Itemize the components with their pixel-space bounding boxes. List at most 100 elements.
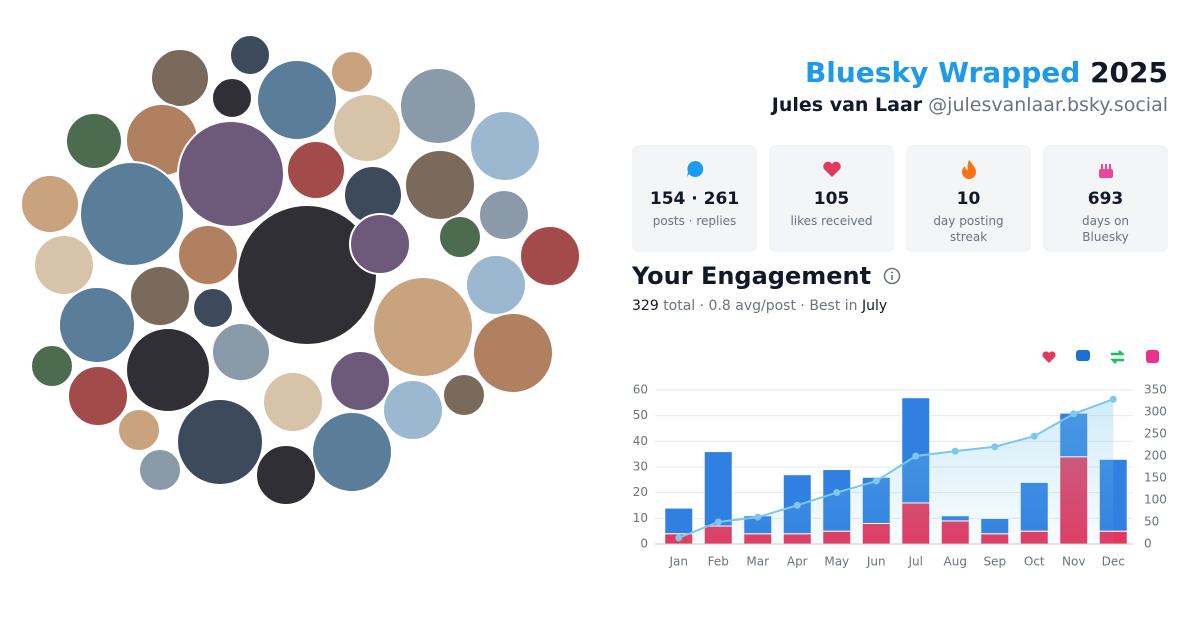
avatar[interactable] (125, 327, 211, 413)
line-point (1109, 395, 1117, 403)
avatar[interactable] (469, 110, 541, 182)
section-title: Your Engagement (632, 262, 901, 290)
avatar[interactable] (177, 224, 239, 286)
x-tick-label: Apr (787, 555, 808, 569)
x-tick-label: Feb (708, 555, 729, 569)
avatar[interactable] (30, 344, 74, 388)
line-point (675, 534, 683, 542)
line-point (833, 489, 841, 497)
y2-tick-label: 150 (1144, 471, 1167, 485)
line-point (872, 477, 880, 485)
user-handle: @julesvanlaar.bsky.social (928, 94, 1168, 116)
stat-card: 105 likes received (769, 145, 894, 252)
avatar[interactable] (438, 215, 482, 259)
stat-label: day posting streak (933, 214, 1004, 244)
y-tick-label: 20 (633, 485, 648, 499)
stat-card: 10 day posting streak (906, 145, 1031, 252)
avatar[interactable] (442, 373, 486, 417)
avatar[interactable] (332, 93, 402, 163)
avatar[interactable] (286, 140, 346, 200)
avatar[interactable] (472, 312, 554, 394)
x-tick-label: Aug (944, 555, 967, 569)
avatar[interactable] (33, 234, 95, 296)
y2-tick-label: 300 (1144, 405, 1167, 419)
avatar[interactable] (256, 59, 338, 141)
user: Jules van Laar @julesvanlaar.bsky.social (772, 94, 1168, 116)
avatar[interactable] (399, 67, 477, 145)
y-tick-label: 10 (633, 511, 648, 525)
stat-value: 693 (1087, 189, 1124, 209)
line-point (714, 518, 722, 526)
x-tick-label: Dec (1102, 555, 1125, 569)
avatar[interactable] (229, 34, 271, 76)
stat-card: 693 days on Bluesky (1043, 145, 1168, 252)
y-tick-label: 0 (640, 537, 648, 551)
stat-value: 105 (813, 189, 850, 209)
avatar[interactable] (20, 174, 80, 234)
y2-tick-label: 250 (1144, 427, 1167, 441)
line (678, 398, 1114, 539)
avatar[interactable] (519, 225, 581, 287)
avatar[interactable] (404, 149, 476, 221)
y2-tick-label: 50 (1144, 515, 1159, 529)
avatar[interactable] (211, 322, 271, 382)
avatar[interactable] (330, 50, 374, 94)
stat-label: days on Bluesky (1081, 214, 1130, 244)
y-tick-label: 50 (633, 408, 648, 422)
stat-icon (686, 160, 703, 177)
y2-tick-label: 100 (1144, 493, 1167, 507)
brand: Bluesky Wrapped (804, 56, 1081, 89)
info-icon[interactable] (883, 267, 901, 285)
avatar[interactable] (176, 398, 264, 486)
x-tick-label: Nov (1062, 555, 1085, 569)
avatar[interactable] (478, 189, 530, 241)
avatar[interactable] (177, 120, 285, 228)
avatar[interactable] (192, 287, 234, 329)
avatar[interactable] (465, 254, 527, 316)
avatar[interactable] (67, 365, 129, 427)
avatar[interactable] (311, 411, 393, 493)
avatar[interactable] (329, 350, 391, 412)
avatar[interactable] (79, 161, 185, 267)
y2-tick-label: 350 (1144, 383, 1167, 397)
line-point (912, 452, 920, 460)
x-tick-label: Oct (1024, 555, 1045, 569)
title: Bluesky Wrapped 2025 (805, 56, 1168, 89)
stat-icon (961, 160, 976, 179)
stat-value: 154 · 261 (649, 189, 740, 209)
stat-label: likes received (790, 214, 873, 228)
y-tick-label: 30 (633, 460, 648, 474)
user-name: Jules van Laar (771, 94, 923, 116)
avatar[interactable] (262, 371, 324, 433)
avatar[interactable] (129, 265, 191, 327)
avatar[interactable] (255, 444, 317, 506)
avatar[interactable] (117, 408, 161, 452)
stat-label: posts · replies (652, 214, 737, 228)
total: 329 (632, 298, 659, 314)
bar-segment (703, 451, 733, 527)
avatar[interactable] (236, 204, 378, 346)
x-tick-label: Sep (983, 555, 1006, 569)
avatar[interactable] (372, 276, 474, 378)
avatar[interactable] (382, 379, 444, 441)
summary-text: total · 0.8 avg/post · Best in (663, 298, 858, 314)
legend-icon (1042, 351, 1056, 363)
line-point (951, 447, 959, 455)
line-point (1030, 432, 1038, 440)
y-tick-label: 40 (633, 434, 648, 448)
x-tick-label: May (824, 555, 849, 569)
best-month: July (862, 298, 888, 314)
legend-icon (1146, 350, 1159, 363)
avatar[interactable] (211, 77, 253, 119)
avatar[interactable] (65, 112, 123, 170)
avatar[interactable] (138, 448, 182, 492)
x-tick-label: Jul (908, 555, 923, 569)
avatar[interactable] (150, 48, 210, 108)
year: 2025 (1090, 56, 1168, 89)
stat-icon (822, 161, 841, 177)
avatar[interactable] (349, 213, 411, 275)
legend (1042, 350, 1159, 364)
section-title-text: Your Engagement (632, 262, 872, 290)
avatar[interactable] (58, 286, 136, 364)
